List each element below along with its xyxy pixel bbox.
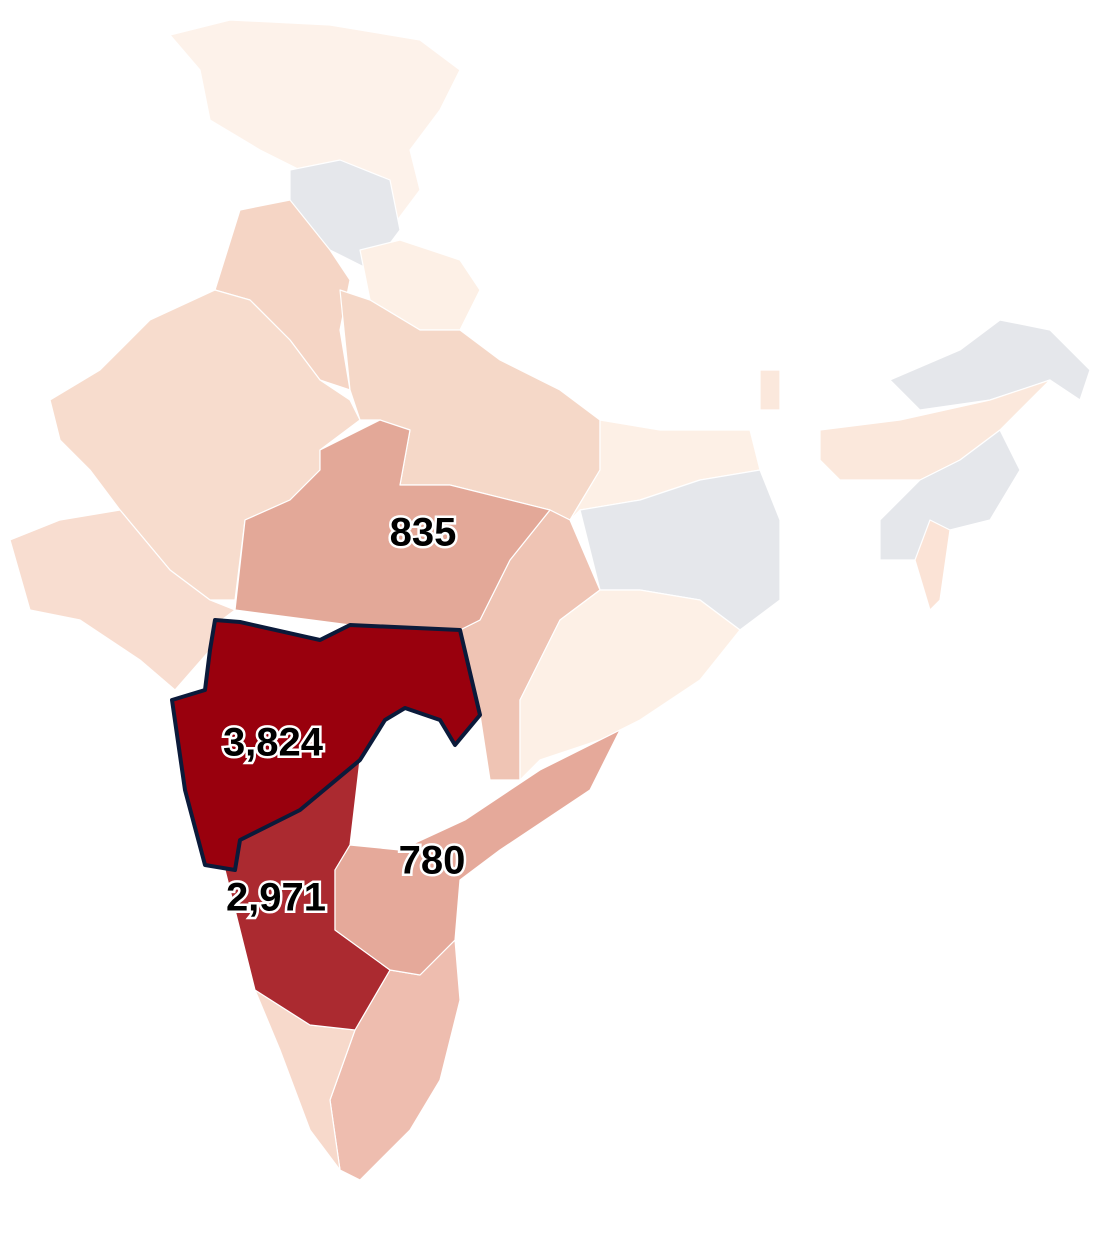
region — [759, 369, 781, 411]
region — [169, 19, 461, 231]
region — [170, 618, 482, 872]
region — [334, 729, 621, 976]
value-label: 835 — [390, 511, 457, 555]
region — [879, 429, 1021, 561]
region — [889, 319, 1091, 411]
value-label: 3,824 — [223, 721, 324, 765]
region — [234, 419, 551, 631]
labels: 835 3,824 2,971 780 — [220, 508, 467, 922]
data-regions — [170, 419, 621, 1031]
region — [914, 519, 951, 611]
value-label: 780 — [399, 839, 466, 883]
value-label: 2,971 — [226, 876, 326, 920]
base-regions — [9, 19, 1091, 1181]
